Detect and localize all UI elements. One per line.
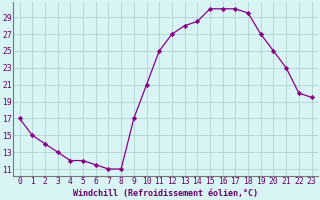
X-axis label: Windchill (Refroidissement éolien,°C): Windchill (Refroidissement éolien,°C) (73, 189, 258, 198)
